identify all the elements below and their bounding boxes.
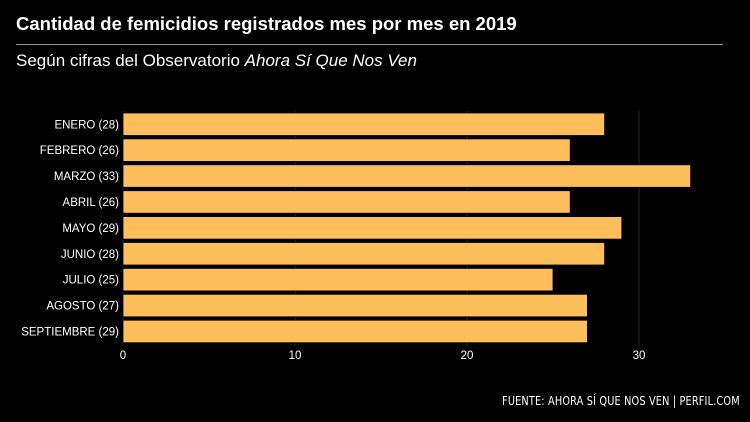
chart-title: Cantidad de femicidios registrados mes p… — [16, 13, 517, 34]
subtitle-prefix: Según cifras del Observatorio — [16, 51, 245, 70]
category-label: MAYO (29) — [62, 223, 119, 235]
bar — [122, 267, 554, 292]
category-label: ABRIL (26) — [63, 197, 120, 209]
bar — [122, 138, 571, 162]
category-label: SEPTIEMBRE (29) — [21, 326, 119, 338]
category-label: FEBRERO (26) — [40, 145, 119, 157]
bar — [122, 293, 588, 318]
category-label: AGOSTO (27) — [46, 301, 119, 313]
category-label: MARZO (33) — [54, 171, 119, 183]
subtitle-emphasis: Ahora Sí Que Nos Ven — [244, 51, 417, 70]
source-credit: FUENTE: AHORA SÍ QUE NOS VEN | PERFIL.CO… — [502, 393, 740, 408]
bar — [122, 164, 691, 188]
bar — [122, 190, 571, 214]
x-tick-label: 0 — [120, 350, 126, 362]
x-tick-label: 10 — [289, 350, 302, 362]
x-tick-label: 20 — [461, 350, 474, 362]
x-tick-label: 30 — [633, 350, 646, 362]
title-divider — [16, 44, 723, 45]
bar — [122, 216, 623, 240]
bar — [122, 319, 588, 344]
category-label: JUNIO (28) — [61, 249, 119, 261]
bar — [122, 112, 606, 136]
category-label: ENERO (28) — [54, 119, 119, 131]
chart-subtitle: Según cifras del Observatorio Ahora Sí Q… — [16, 51, 417, 71]
bar — [122, 242, 606, 266]
category-label: JULIO (25) — [63, 275, 119, 287]
